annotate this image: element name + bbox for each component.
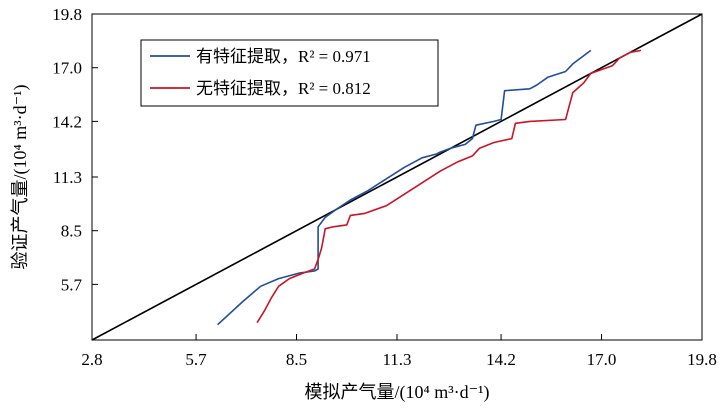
x-tick-label: 5.7 (185, 350, 207, 369)
legend: 有特征提取，R² = 0.971 无特征提取，R² = 0.812 (140, 39, 439, 107)
x-axis-title: 模拟产气量/(10⁴ m³·d⁻¹) (304, 382, 489, 403)
reference-line (91, 13, 703, 341)
x-tick-label: 2.8 (81, 350, 102, 369)
legend-label-2: 无特征提取，R² = 0.812 (196, 79, 371, 98)
reference-line-layer (91, 13, 703, 341)
y-tick-label: 11.3 (53, 168, 82, 187)
series-layer (217, 49, 642, 326)
x-tick-label: 19.8 (687, 350, 717, 369)
x-tick-label: 8.5 (286, 350, 307, 369)
legend-label-1: 有特征提取，R² = 0.971 (196, 47, 371, 66)
y-tick-label: 8.5 (61, 222, 82, 241)
y-tick-label: 5.7 (61, 275, 83, 294)
y-tick-label: 14.2 (52, 112, 82, 131)
y-tick-label: 19.8 (52, 5, 82, 24)
x-tick-label: 11.3 (382, 350, 411, 369)
series-line-2 (256, 49, 642, 324)
x-tick-label: 17.0 (587, 350, 617, 369)
axes: 2.8 5.7 8.5 11.3 14.2 17.0 19.8 5.7 8.5 11.3 14.2 1… (10, 5, 717, 403)
y-tick-label: 17.0 (52, 59, 82, 78)
legend-box (140, 39, 439, 107)
x-tick-label: 14.2 (486, 350, 516, 369)
series-line-1 (217, 49, 592, 326)
y-axis-title: 验证产气量/(10⁴ m³·d⁻¹) (10, 84, 31, 269)
